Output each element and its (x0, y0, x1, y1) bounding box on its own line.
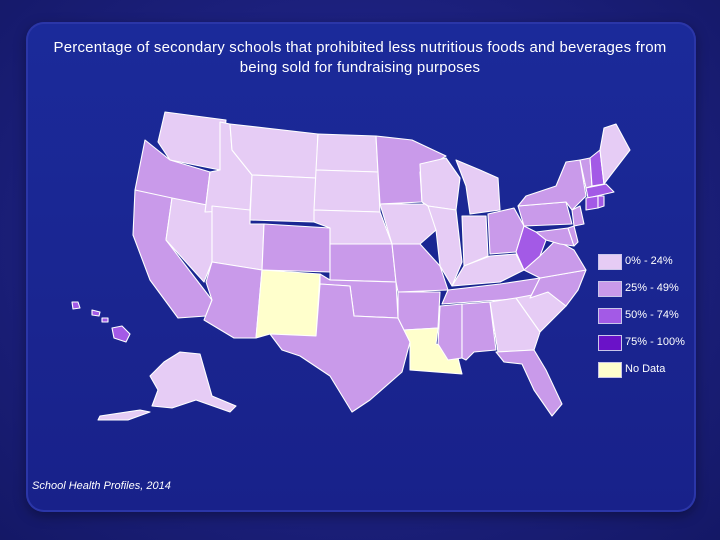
state-fl (495, 349, 563, 417)
legend-label: 0% - 24% (625, 255, 673, 267)
state-ak-aleutians (97, 409, 151, 421)
state-hi-islands (71, 301, 109, 323)
state-ky (451, 253, 525, 287)
legend-label: No Data (625, 363, 666, 375)
legend-label: 75% - 100% (625, 336, 685, 348)
state-wy (249, 174, 317, 223)
state-hi (111, 325, 131, 343)
state-sd (313, 169, 381, 213)
legend-swatch (598, 281, 622, 297)
state-ri (597, 195, 605, 209)
state-nm (255, 269, 321, 339)
state-ks (329, 243, 397, 283)
state-me (599, 123, 631, 185)
state-ia (379, 203, 437, 245)
state-ct (585, 195, 599, 211)
legend-swatch (598, 254, 622, 270)
state-ma (585, 183, 615, 199)
state-ar (397, 291, 441, 331)
state-wi (419, 157, 461, 211)
state-de (567, 225, 579, 247)
state-ak (149, 351, 237, 413)
state-la (403, 327, 463, 375)
legend-swatch (598, 335, 622, 351)
legend-label: 25% - 49% (625, 282, 679, 294)
source-note: School Health Profiles, 2014 (32, 480, 171, 492)
legend-swatch (598, 362, 622, 378)
state-nv (165, 197, 213, 283)
legend-swatch (598, 308, 622, 324)
state-nd (315, 133, 379, 173)
state-md (535, 227, 575, 247)
state-ms (437, 303, 463, 361)
state-co (261, 223, 331, 273)
state-nj (571, 205, 585, 227)
state-az (203, 261, 263, 339)
state-tx (269, 283, 411, 413)
legend-label: 50% - 74% (625, 309, 679, 321)
state-wa (157, 111, 227, 171)
map-title: Percentage of secondary schools that pro… (53, 39, 667, 76)
state-in (461, 215, 489, 267)
state-ny (517, 159, 587, 211)
state-mi (455, 159, 501, 215)
state-ga (489, 297, 541, 353)
